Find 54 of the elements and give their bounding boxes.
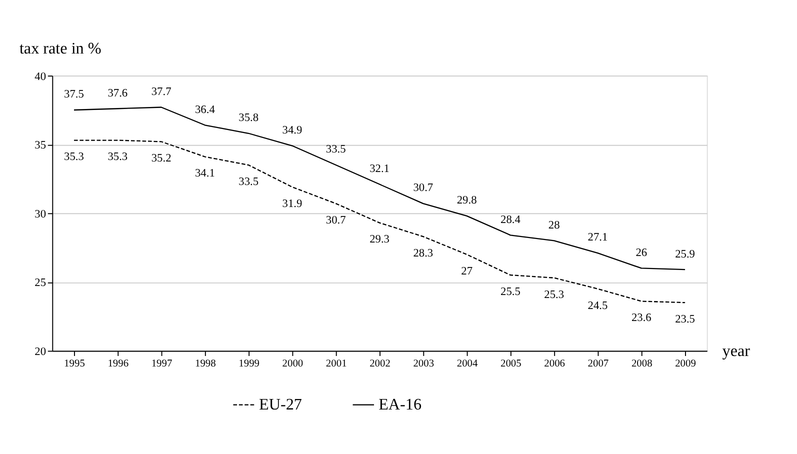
data-label: 35.3 [64,151,84,164]
data-label: 34.9 [282,124,302,136]
data-label: 27 [461,265,473,278]
x-tick-label: 2007 [588,358,609,370]
data-label: 28.3 [413,247,434,260]
x-tick-label: 1996 [108,358,129,370]
legend-label: EA-16 [378,396,422,414]
y-tick-label: 20 [34,346,46,358]
x-tick-label: 1997 [151,358,172,370]
data-label: 28 [548,219,560,232]
data-label: 35.8 [238,112,259,124]
y-tick-label: 30 [34,208,46,220]
data-label: 37.5 [64,88,84,101]
data-label: 25.5 [500,286,521,298]
data-label: 31.9 [282,198,302,210]
data-label: 35.3 [108,151,128,164]
x-tick-label: 2006 [544,358,565,370]
x-axis-title: year [722,342,751,360]
data-label: 33.5 [326,144,346,156]
data-label: 37.7 [151,86,172,98]
x-tick-label: 2009 [675,358,696,370]
x-tick-label: 1995 [64,358,85,370]
data-label: 23.6 [631,312,652,324]
x-tick-label: 2001 [326,358,347,370]
data-label: 25.3 [544,288,564,301]
y-tick-label: 35 [34,140,46,152]
data-label: 29.3 [370,234,390,246]
data-label: 37.6 [108,87,128,100]
data-label: 36.4 [194,104,216,116]
x-tick-label: 1998 [194,358,216,370]
x-tick-label: 1999 [238,358,260,370]
data-label: 25.9 [675,248,696,260]
data-label: 33.5 [238,176,259,188]
data-label: 28.4 [500,214,521,226]
data-label: 27.1 [588,232,608,244]
y-tick-label: 25 [34,277,46,290]
x-tick-label: 2004 [456,358,478,370]
y-tick-label: 40 [34,70,46,83]
x-tick-label: 2000 [282,358,304,370]
x-tick-label: 2005 [500,358,522,370]
data-label: 32.1 [370,162,390,175]
data-label: 26 [636,246,648,259]
data-label: 23.5 [675,314,696,326]
legend-label: EU-27 [259,396,302,414]
x-tick-label: 2008 [631,358,652,370]
x-tick-label: 2002 [370,358,390,370]
data-label: 34.1 [194,168,215,180]
data-label: 29.8 [456,194,478,207]
data-label: 30.7 [326,214,346,226]
y-axis-title: tax rate in % [19,40,102,58]
x-tick-label: 2003 [413,358,434,370]
data-label: 24.5 [588,300,608,312]
data-label: 35.2 [151,152,172,165]
data-label: 30.7 [413,182,434,194]
